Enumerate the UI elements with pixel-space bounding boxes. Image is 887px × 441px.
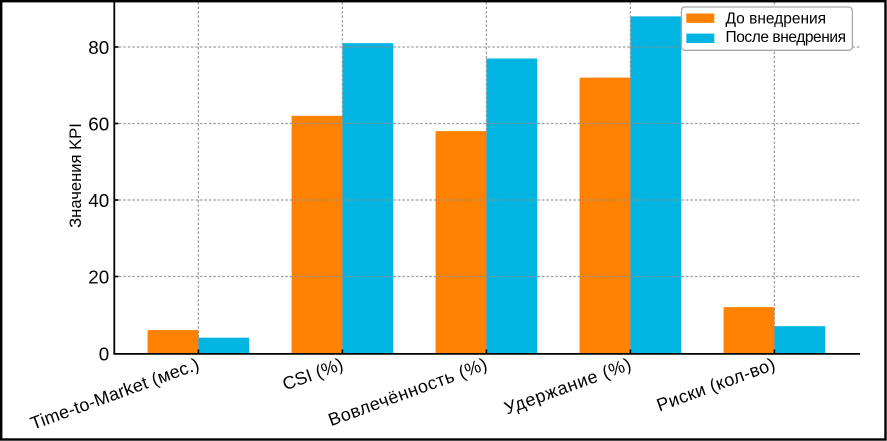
svg-text:80: 80 [88,37,109,58]
svg-text:После внедрения: После внедрения [726,29,847,46]
svg-text:0: 0 [99,344,109,365]
svg-text:40: 40 [88,190,109,211]
svg-text:20: 20 [88,266,109,287]
svg-text:До внедрения: До внедрения [726,11,827,28]
svg-text:60: 60 [88,113,109,134]
svg-text:Значения KPI: Значения KPI [66,123,85,228]
